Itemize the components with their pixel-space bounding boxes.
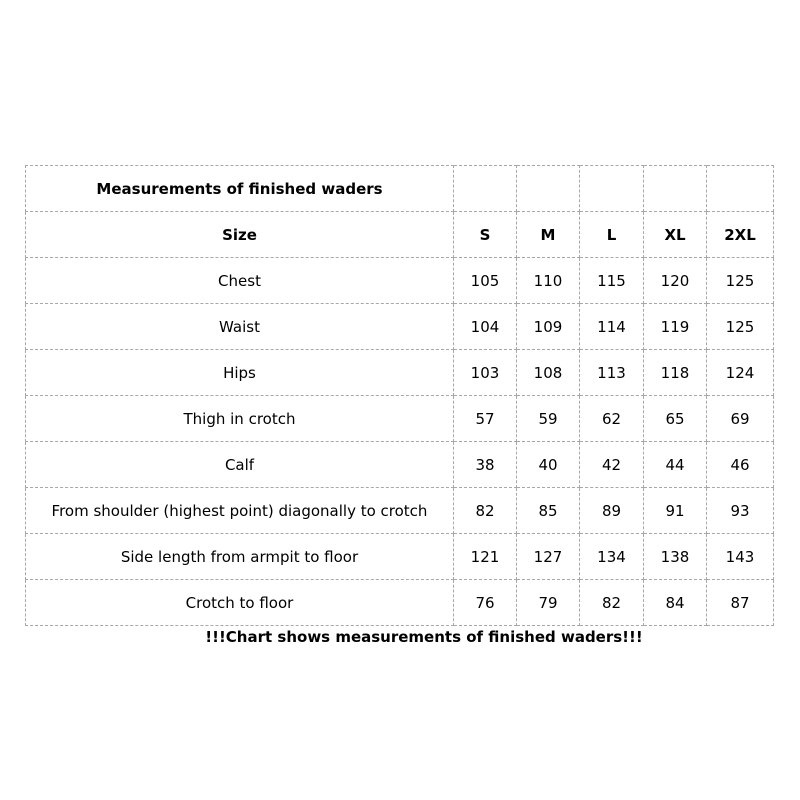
size-chart-table: Measurements of finished waders Size S M…: [25, 165, 774, 626]
cell-value: 125: [706, 303, 774, 350]
row-label: Hips: [25, 349, 454, 396]
cell-value: 65: [643, 395, 707, 442]
table-row: Chest 105 110 115 120 125: [25, 257, 774, 304]
size-header-row: Size S M L XL 2XL: [25, 211, 774, 258]
cell-value: 76: [453, 579, 517, 626]
cell-value: 118: [643, 349, 707, 396]
cell-value: 110: [516, 257, 580, 304]
cell-value: 125: [706, 257, 774, 304]
size-header: M: [516, 211, 580, 258]
cell-value: 127: [516, 533, 580, 580]
cell-value: 109: [516, 303, 580, 350]
size-header: S: [453, 211, 517, 258]
cell-value: 91: [643, 487, 707, 534]
table-row: Crotch to floor 76 79 82 84 87: [25, 579, 774, 626]
cell-value: 103: [453, 349, 517, 396]
cell-value: 124: [706, 349, 774, 396]
table-row: Thigh in crotch 57 59 62 65 69: [25, 395, 774, 442]
cell-value: 46: [706, 441, 774, 488]
row-label: Thigh in crotch: [25, 395, 454, 442]
table-row: Calf 38 40 42 44 46: [25, 441, 774, 488]
row-label: Crotch to floor: [25, 579, 454, 626]
table-row: Hips 103 108 113 118 124: [25, 349, 774, 396]
cell-value: 40: [516, 441, 580, 488]
cell-value: 57: [453, 395, 517, 442]
cell-value: 85: [516, 487, 580, 534]
table-row: Waist 104 109 114 119 125: [25, 303, 774, 350]
cell-value: 105: [453, 257, 517, 304]
size-header: L: [579, 211, 644, 258]
cell-value: 82: [579, 579, 644, 626]
cell-value: 84: [643, 579, 707, 626]
cell-value: 113: [579, 349, 644, 396]
table-row: Side length from armpit to floor 121 127 13…: [25, 533, 774, 580]
row-label: Side length from armpit to floor: [25, 533, 454, 580]
cell-value: 87: [706, 579, 774, 626]
title-row: Measurements of finished waders: [25, 165, 774, 212]
cell-value: 62: [579, 395, 644, 442]
cell-value: 114: [579, 303, 644, 350]
table-row: From shoulder (highest point) diagonally…: [25, 487, 774, 534]
cell-value: 59: [516, 395, 580, 442]
cell-value: 69: [706, 395, 774, 442]
size-header: 2XL: [706, 211, 774, 258]
cell-value: 38: [453, 441, 517, 488]
cell-value: 115: [579, 257, 644, 304]
cell-value: 82: [453, 487, 517, 534]
cell-value: 108: [516, 349, 580, 396]
cell-value: 138: [643, 533, 707, 580]
footnote: !!!Chart shows measurements of finished …: [205, 628, 643, 646]
cell-value: 89: [579, 487, 644, 534]
size-header: XL: [643, 211, 707, 258]
row-label: Waist: [25, 303, 454, 350]
cell-value: 121: [453, 533, 517, 580]
cell-value: 104: [453, 303, 517, 350]
cell-value: 143: [706, 533, 774, 580]
size-label: Size: [25, 211, 454, 258]
cell-value: 42: [579, 441, 644, 488]
row-label: Chest: [25, 257, 454, 304]
cell-value: 44: [643, 441, 707, 488]
cell-value: 93: [706, 487, 774, 534]
row-label: From shoulder (highest point) diagonally…: [25, 487, 454, 534]
cell-value: 79: [516, 579, 580, 626]
row-label: Calf: [25, 441, 454, 488]
table-title: Measurements of finished waders: [25, 165, 454, 212]
cell-value: 120: [643, 257, 707, 304]
cell-value: 134: [579, 533, 644, 580]
cell-value: 119: [643, 303, 707, 350]
